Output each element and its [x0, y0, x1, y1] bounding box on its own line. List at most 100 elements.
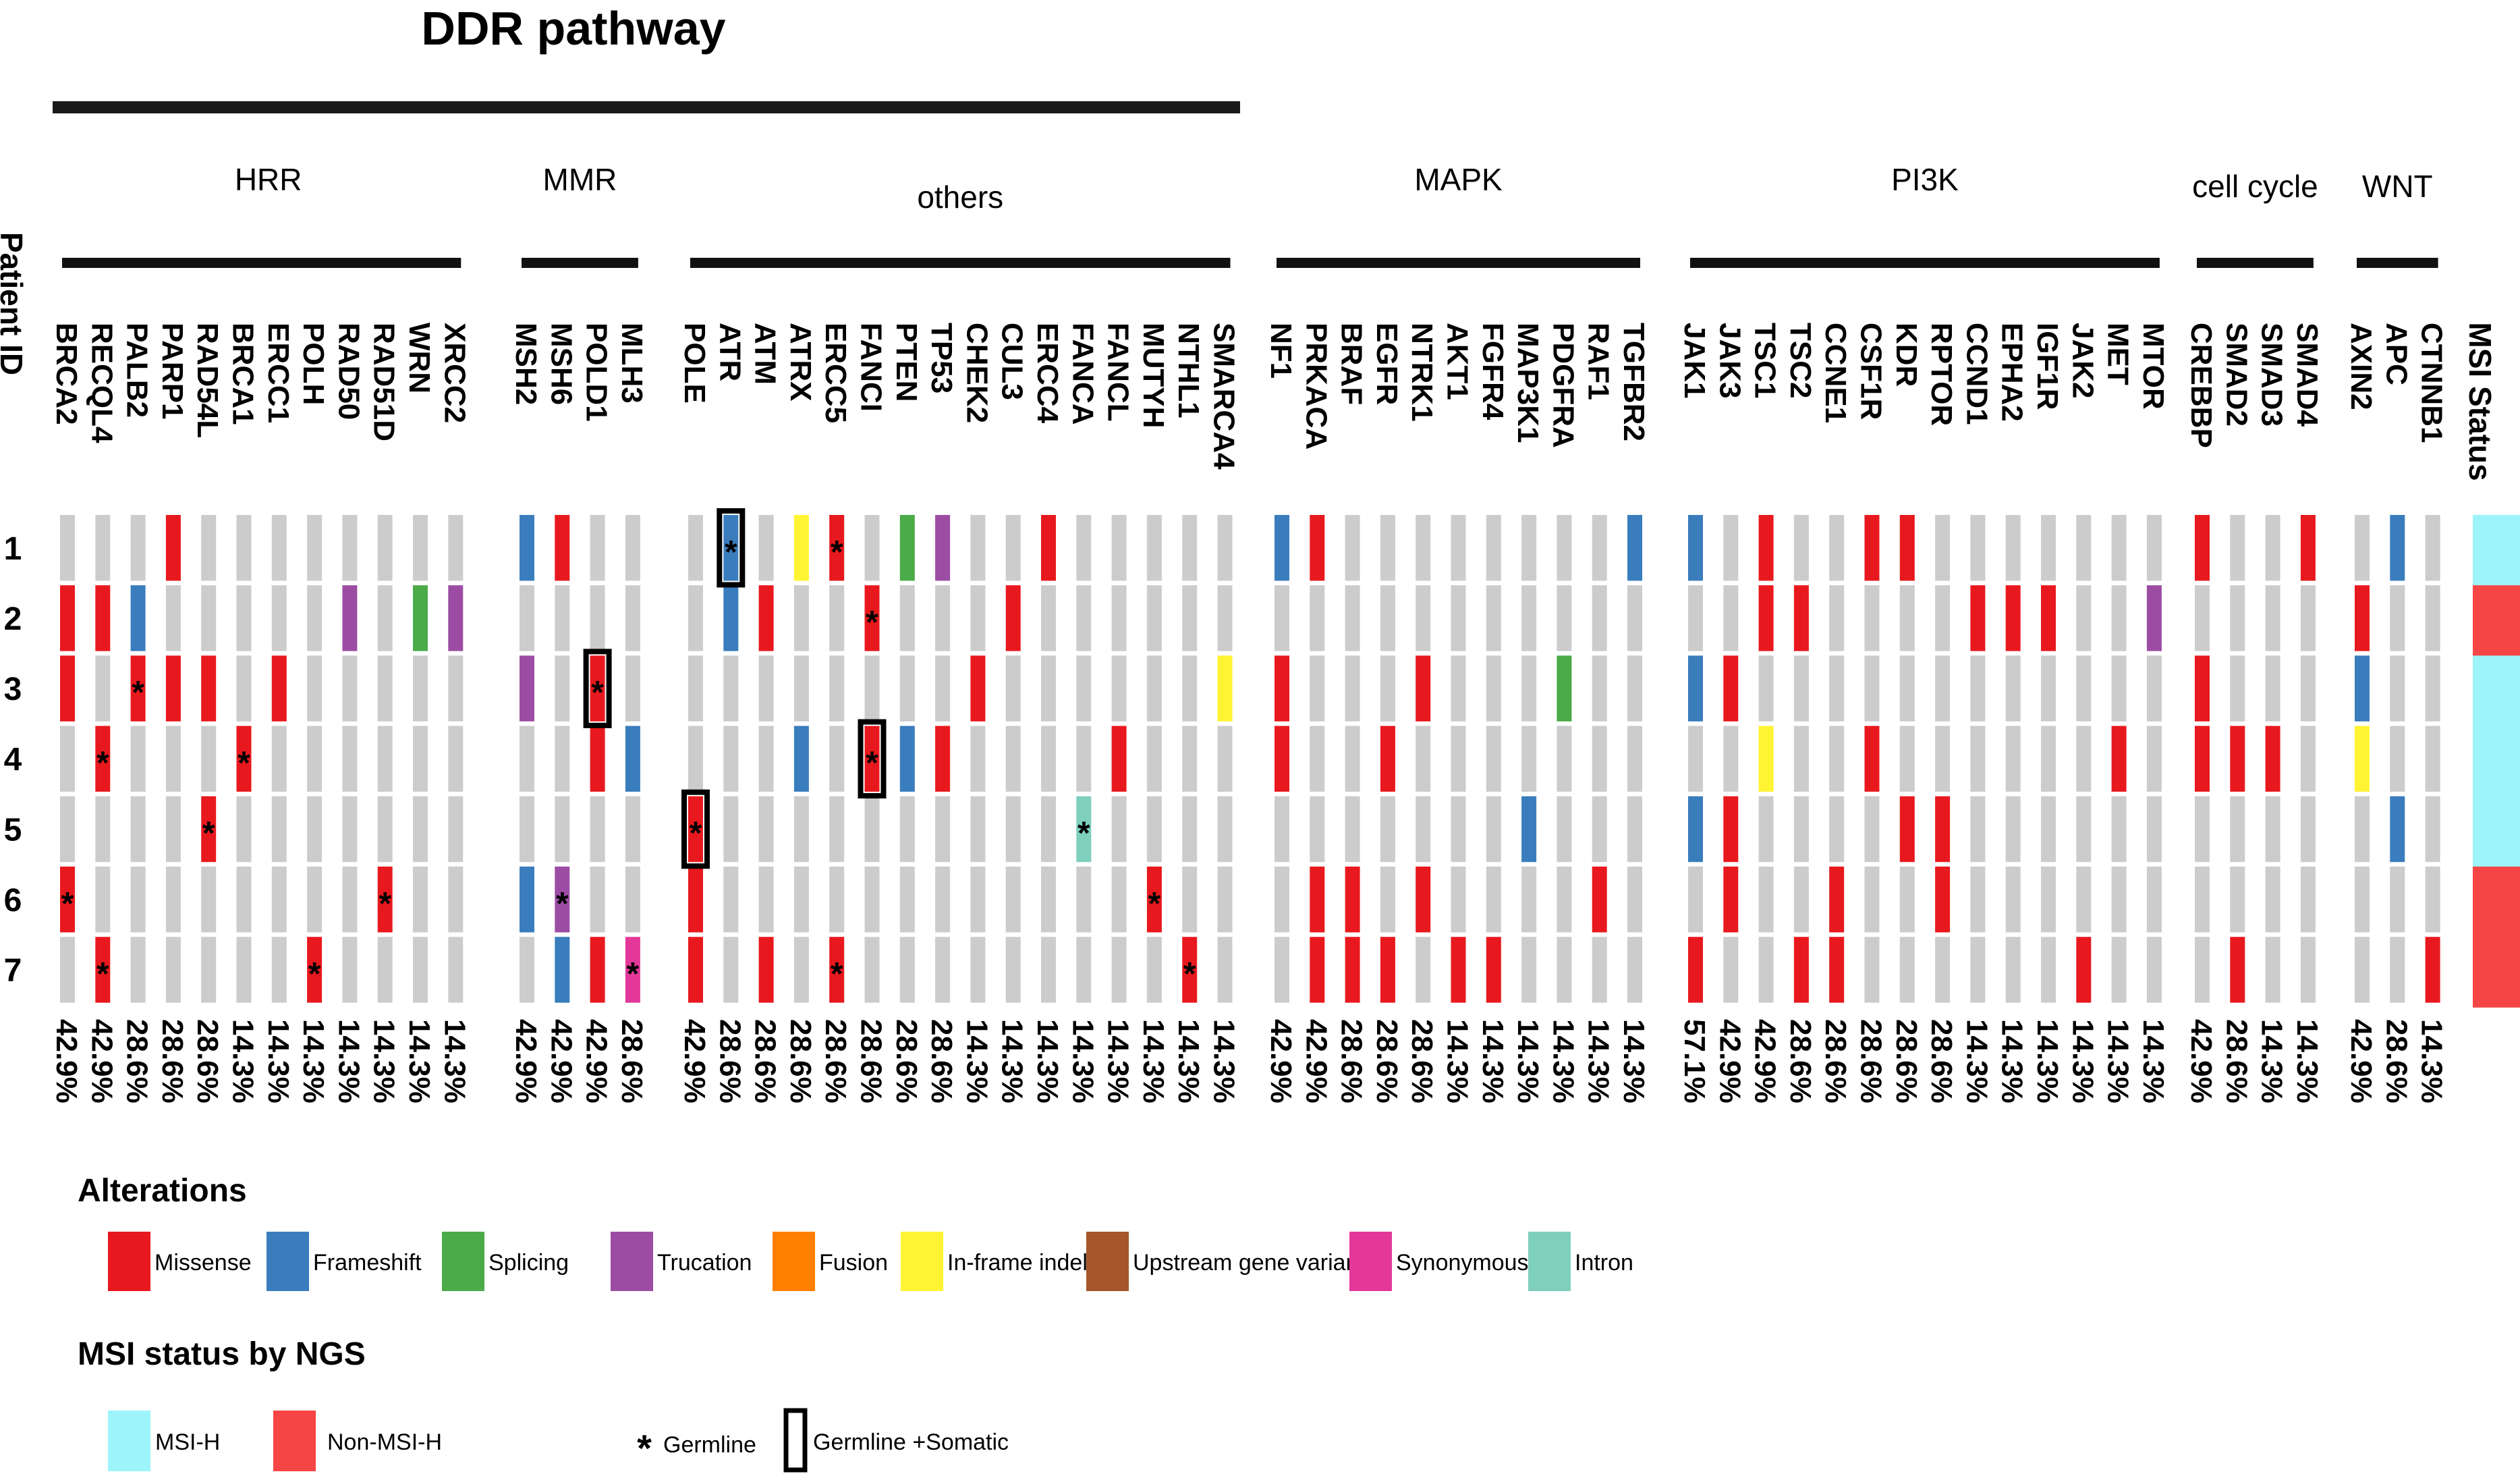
cell-raf1-p1 — [1592, 515, 1607, 581]
cell-msh2-p6 — [520, 867, 534, 933]
cell-cul3-p5 — [1005, 796, 1021, 863]
cell-ctnnb1-p4 — [2425, 726, 2440, 792]
gene-labels: BRCA2 RECQL4 PALB2 PARP1 RAD54L BRCA1 ERCC1 POL… — [50, 323, 2448, 470]
cell-rad54l-p3 — [201, 655, 217, 721]
cell-met-p2 — [2111, 585, 2127, 651]
cell-tsc1-p1 — [1758, 515, 1774, 581]
group-label-mapk: MAPK — [1414, 162, 1503, 197]
cell-egfr-p3 — [1380, 655, 1395, 721]
frequency-atrx: 28.6% — [784, 1019, 817, 1103]
frequency-mlh3: 28.6% — [615, 1019, 648, 1103]
cell-ccnd1-p2 — [1970, 585, 1986, 651]
cell-pole-p7 — [688, 937, 703, 1003]
cell-tgfbr2-p5 — [1627, 796, 1642, 863]
cell-egfr-p2 — [1380, 585, 1395, 651]
cell-jak1-p6 — [1688, 867, 1703, 933]
cell-ercc1-p2 — [271, 585, 287, 651]
cell-rptor-p6 — [1935, 867, 1951, 933]
gene-label-wrn: WRN — [403, 323, 436, 393]
cell-nthl1-p5 — [1182, 796, 1198, 863]
cell-met-p3 — [2111, 655, 2127, 721]
legend-swatch-synonymous — [1349, 1232, 1392, 1291]
cell-fanca-p5 — [1076, 796, 1092, 863]
cell-msh6-p4 — [555, 726, 570, 792]
cell-braf-p1 — [1345, 515, 1360, 581]
cell-atr-p2 — [723, 585, 739, 651]
patient-label-5: 5 — [4, 813, 22, 848]
germline-star-rad51d-p6: * — [379, 886, 391, 922]
cell-nthl1-p7 — [1182, 937, 1198, 1003]
legend-label-splicing: Splicing — [488, 1250, 569, 1276]
gene-label-rad50: RAD50 — [332, 323, 365, 420]
cell-igf1r-p6 — [2041, 867, 2056, 933]
frequency-labels: 42.9% 42.9% 28.6% 28.6% 28.6% 14.3% 14.3% 14.3%… — [50, 1019, 2448, 1103]
cell-pdgfra-p7 — [1557, 937, 1572, 1003]
germline-star-ercc5-p1: * — [831, 535, 843, 570]
cell-ercc1-p3 — [271, 655, 287, 721]
cell-msh6-p3 — [555, 655, 570, 721]
cell-ercc4-p3 — [1041, 655, 1056, 721]
cell-msh6-p5 — [555, 796, 570, 863]
cell-fancl-p5 — [1111, 796, 1127, 863]
cell-msh6-p6 — [555, 867, 570, 933]
cell-ntrk1-p2 — [1416, 585, 1431, 651]
gene-label-ercc1: ERCC1 — [262, 323, 295, 423]
legend-label-non-msi-h: Non-MSI-H — [327, 1429, 442, 1455]
frequency-smad4: 14.3% — [2291, 1019, 2324, 1103]
cell-mtor-p1 — [2146, 515, 2162, 581]
cell-atm-p5 — [758, 796, 774, 863]
gene-label-csf1r: CSF1R — [1855, 323, 1888, 420]
cell-braf-p5 — [1345, 796, 1360, 863]
cell-tsc2-p1 — [1793, 515, 1809, 581]
frequency-chek2: 14.3% — [960, 1019, 993, 1103]
frequency-nf1: 42.9% — [1264, 1019, 1297, 1103]
frequency-rptor: 28.6% — [1925, 1019, 1958, 1103]
frequency-tsc1: 42.9% — [1749, 1019, 1782, 1103]
frequency-ctnnb1: 14.3% — [2415, 1019, 2448, 1103]
cell-smad2-p2 — [2230, 585, 2245, 651]
cell-pten-p6 — [899, 867, 915, 933]
cell-brca2-p4 — [60, 726, 75, 792]
cell-atrx-p7 — [793, 937, 809, 1003]
cell-nthl1-p4 — [1182, 726, 1198, 792]
cell-fanca-p4 — [1076, 726, 1092, 792]
cell-smarca4-p5 — [1217, 796, 1233, 863]
cell-rptor-p5 — [1935, 796, 1951, 863]
cell-msh2-p3 — [520, 655, 534, 721]
cell-rad54l-p6 — [201, 867, 217, 933]
cell-rad54l-p2 — [201, 585, 217, 651]
frequency-atm: 28.6% — [749, 1019, 782, 1103]
germline-star-ercc5-p7: * — [831, 956, 843, 992]
cell-nf1-p5 — [1275, 796, 1289, 863]
cell-ccne1-p5 — [1829, 796, 1845, 863]
cell-rad50-p6 — [342, 867, 358, 933]
cell-smad2-p3 — [2230, 655, 2245, 721]
cell-parp1-p3 — [165, 655, 181, 721]
cell-rptor-p4 — [1935, 726, 1951, 792]
gene-label-pdgfra: PDGFRA — [1546, 323, 1579, 448]
msi-status-cell-p6 — [2473, 867, 2520, 937]
cell-prkaca-p4 — [1310, 726, 1325, 792]
cell-rad51d-p3 — [377, 655, 393, 721]
cell-epha2-p7 — [2005, 937, 2021, 1003]
legend-swatch-non-msi-h — [273, 1411, 316, 1471]
gene-label-smad4: SMAD4 — [2291, 323, 2324, 427]
germline-star-nthl1-p7: * — [1183, 956, 1196, 992]
cell-ccnd1-p5 — [1970, 796, 1986, 863]
cell-parp1-p5 — [165, 796, 181, 863]
cell-brca1-p6 — [236, 867, 252, 933]
germline-star-fanci-p4: * — [866, 745, 878, 781]
cell-axin2-p1 — [2355, 515, 2370, 581]
cell-xrcc2-p5 — [448, 796, 464, 863]
cell-pdgfra-p6 — [1557, 867, 1572, 933]
gene-label-jak1: JAK1 — [1678, 323, 1711, 399]
legend-swatch-fusion — [773, 1232, 815, 1291]
cell-ntrk1-p3 — [1416, 655, 1431, 721]
cell-pdgfra-p2 — [1557, 585, 1572, 651]
legend-label-intron: Intron — [1575, 1250, 1633, 1276]
cell-fancl-p4 — [1111, 726, 1127, 792]
gene-label-apc: APC — [2380, 323, 2413, 385]
cell-jak2-p6 — [2076, 867, 2092, 933]
cell-kdr-p7 — [1899, 937, 1915, 1003]
